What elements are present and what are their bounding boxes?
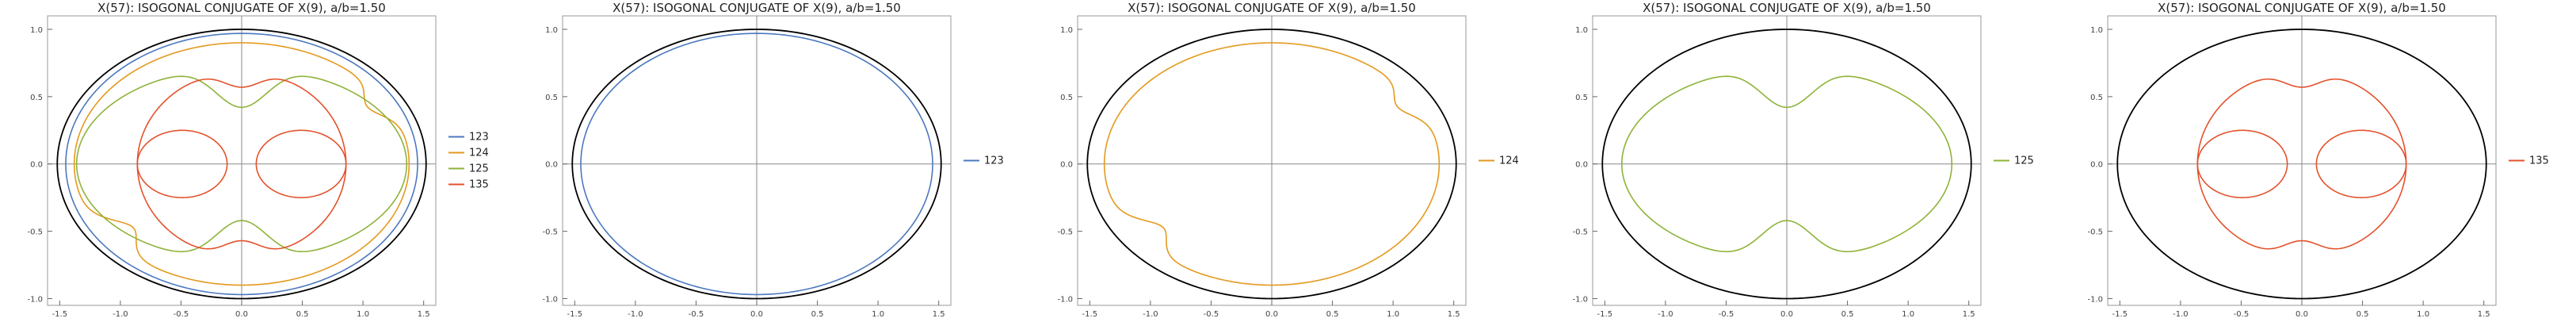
y-tick-label: -1.0 — [27, 296, 43, 305]
chart-title: X(57): ISOGONAL CONJUGATE OF X(9), a/b=1… — [613, 1, 901, 15]
series-135-curve — [136, 78, 347, 250]
y-tick-label: -1.0 — [1057, 296, 1073, 305]
x-tick-label: 1.5 — [933, 310, 945, 319]
chart-title: X(57): ISOGONAL CONJUGATE OF X(9), a/b=1… — [97, 1, 386, 15]
y-tick-label: -0.5 — [1057, 228, 1073, 237]
legend-label-135: 135 — [2529, 155, 2549, 167]
series-123-curve — [580, 33, 933, 296]
chart-panel-4: X(57): ISOGONAL CONJUGATE OF X(9), a/b=1… — [1572, 1, 2033, 319]
x-tick-label: -1.5 — [567, 310, 583, 319]
legend-label-123: 123 — [469, 132, 489, 144]
x-tick-label: 1.0 — [1902, 310, 1914, 319]
x-tick-label: 0.5 — [1841, 310, 1854, 319]
legend-label-135: 135 — [469, 179, 489, 191]
y-tick-label: 0.5 — [30, 94, 43, 102]
chart-title: X(57): ISOGONAL CONJUGATE OF X(9), a/b=1… — [1128, 1, 1416, 15]
y-tick-label: -0.5 — [542, 228, 558, 237]
x-tick-label: -1.0 — [2173, 310, 2189, 319]
reference-ellipse — [1601, 29, 1972, 300]
x-tick-label: 0.0 — [1780, 310, 1793, 319]
x-tick-label: -1.0 — [628, 310, 643, 319]
series-124-curve — [73, 42, 410, 286]
x-tick-label: 1.5 — [1448, 310, 1460, 319]
chart-panel-1: X(57): ISOGONAL CONJUGATE OF X(9), a/b=1… — [27, 1, 488, 319]
series-124-curve — [1103, 42, 1441, 286]
series-135-inner-loop-2 — [255, 129, 347, 198]
y-tick-label: 1.0 — [1575, 26, 1588, 35]
reference-ellipse — [1086, 29, 1457, 300]
series-135-curve — [2196, 78, 2407, 250]
legend-label-125: 125 — [469, 163, 489, 175]
x-tick-label: 1.5 — [1963, 310, 1975, 319]
y-tick-label: 1.0 — [545, 26, 558, 35]
x-tick-label: 0.0 — [2296, 310, 2308, 319]
y-tick-label: 0.0 — [545, 161, 558, 170]
x-tick-label: 0.5 — [811, 310, 824, 319]
y-tick-label: 0.0 — [1575, 161, 1588, 170]
y-tick-label: 0.0 — [1060, 161, 1073, 170]
y-tick-label: 0.5 — [545, 94, 558, 102]
x-tick-label: 0.5 — [1326, 310, 1339, 319]
x-tick-label: -0.5 — [2234, 310, 2250, 319]
chart-panel-5: X(57): ISOGONAL CONJUGATE OF X(9), a/b=1… — [2087, 1, 2548, 319]
chart-panel-3: X(57): ISOGONAL CONJUGATE OF X(9), a/b=1… — [1057, 1, 1518, 319]
y-tick-label: 0.0 — [2090, 161, 2103, 170]
x-tick-label: -0.5 — [1719, 310, 1735, 319]
reference-ellipse — [571, 29, 942, 300]
y-tick-label: 0.5 — [1060, 94, 1073, 102]
series-125-curve — [1620, 75, 1953, 253]
x-tick-label: 0.5 — [2357, 310, 2369, 319]
legend-label-125: 125 — [2014, 155, 2034, 167]
reference-ellipse — [2116, 29, 2487, 300]
x-tick-label: -1.0 — [1658, 310, 1673, 319]
y-tick-label: -1.0 — [1572, 296, 1588, 305]
x-tick-label: -0.5 — [689, 310, 704, 319]
x-tick-label: -0.5 — [174, 310, 189, 319]
series-125-curve — [75, 75, 408, 253]
x-tick-label: 1.0 — [1387, 310, 1399, 319]
x-tick-label: 1.0 — [2417, 310, 2429, 319]
legend-label-124: 124 — [469, 148, 489, 159]
x-tick-label: 0.0 — [1265, 310, 1278, 319]
y-tick-label: -1.0 — [2087, 296, 2103, 305]
y-tick-label: 1.0 — [1060, 26, 1073, 35]
x-tick-label: 0.0 — [750, 310, 763, 319]
x-tick-label: -1.5 — [1597, 310, 1613, 319]
x-tick-label: 1.0 — [357, 310, 369, 319]
x-tick-label: -1.5 — [1082, 310, 1098, 319]
y-tick-label: -1.0 — [542, 296, 558, 305]
series-123-curve — [65, 33, 418, 296]
chart-panel-2: X(57): ISOGONAL CONJUGATE OF X(9), a/b=1… — [542, 1, 1003, 319]
chart-title: X(57): ISOGONAL CONJUGATE OF X(9), a/b=1… — [2158, 1, 2446, 15]
reference-ellipse — [56, 29, 427, 300]
x-tick-label: -0.5 — [1204, 310, 1219, 319]
y-tick-label: 1.0 — [30, 26, 43, 35]
y-tick-label: -0.5 — [27, 228, 43, 237]
chart-title: X(57): ISOGONAL CONJUGATE OF X(9), a/b=1… — [1643, 1, 1931, 15]
x-tick-label: 1.5 — [2478, 310, 2490, 319]
x-tick-label: 1.5 — [418, 310, 430, 319]
x-tick-label: 1.0 — [872, 310, 884, 319]
legend-label-124: 124 — [1499, 155, 1519, 167]
x-tick-label: 0.5 — [296, 310, 309, 319]
x-tick-label: -1.0 — [113, 310, 128, 319]
y-tick-label: -0.5 — [1572, 228, 1588, 237]
y-tick-label: 0.0 — [30, 161, 43, 170]
legend-label-123: 123 — [984, 155, 1004, 167]
x-tick-label: -1.5 — [52, 310, 68, 319]
x-tick-label: 0.0 — [235, 310, 248, 319]
y-tick-label: 0.5 — [1575, 94, 1588, 102]
series-135-inner-loop-2 — [2315, 129, 2407, 198]
y-tick-label: 0.5 — [2090, 94, 2103, 102]
x-tick-label: -1.0 — [1143, 310, 1158, 319]
y-tick-label: -0.5 — [2087, 228, 2103, 237]
x-tick-label: -1.5 — [2112, 310, 2128, 319]
y-tick-label: 1.0 — [2090, 26, 2103, 35]
